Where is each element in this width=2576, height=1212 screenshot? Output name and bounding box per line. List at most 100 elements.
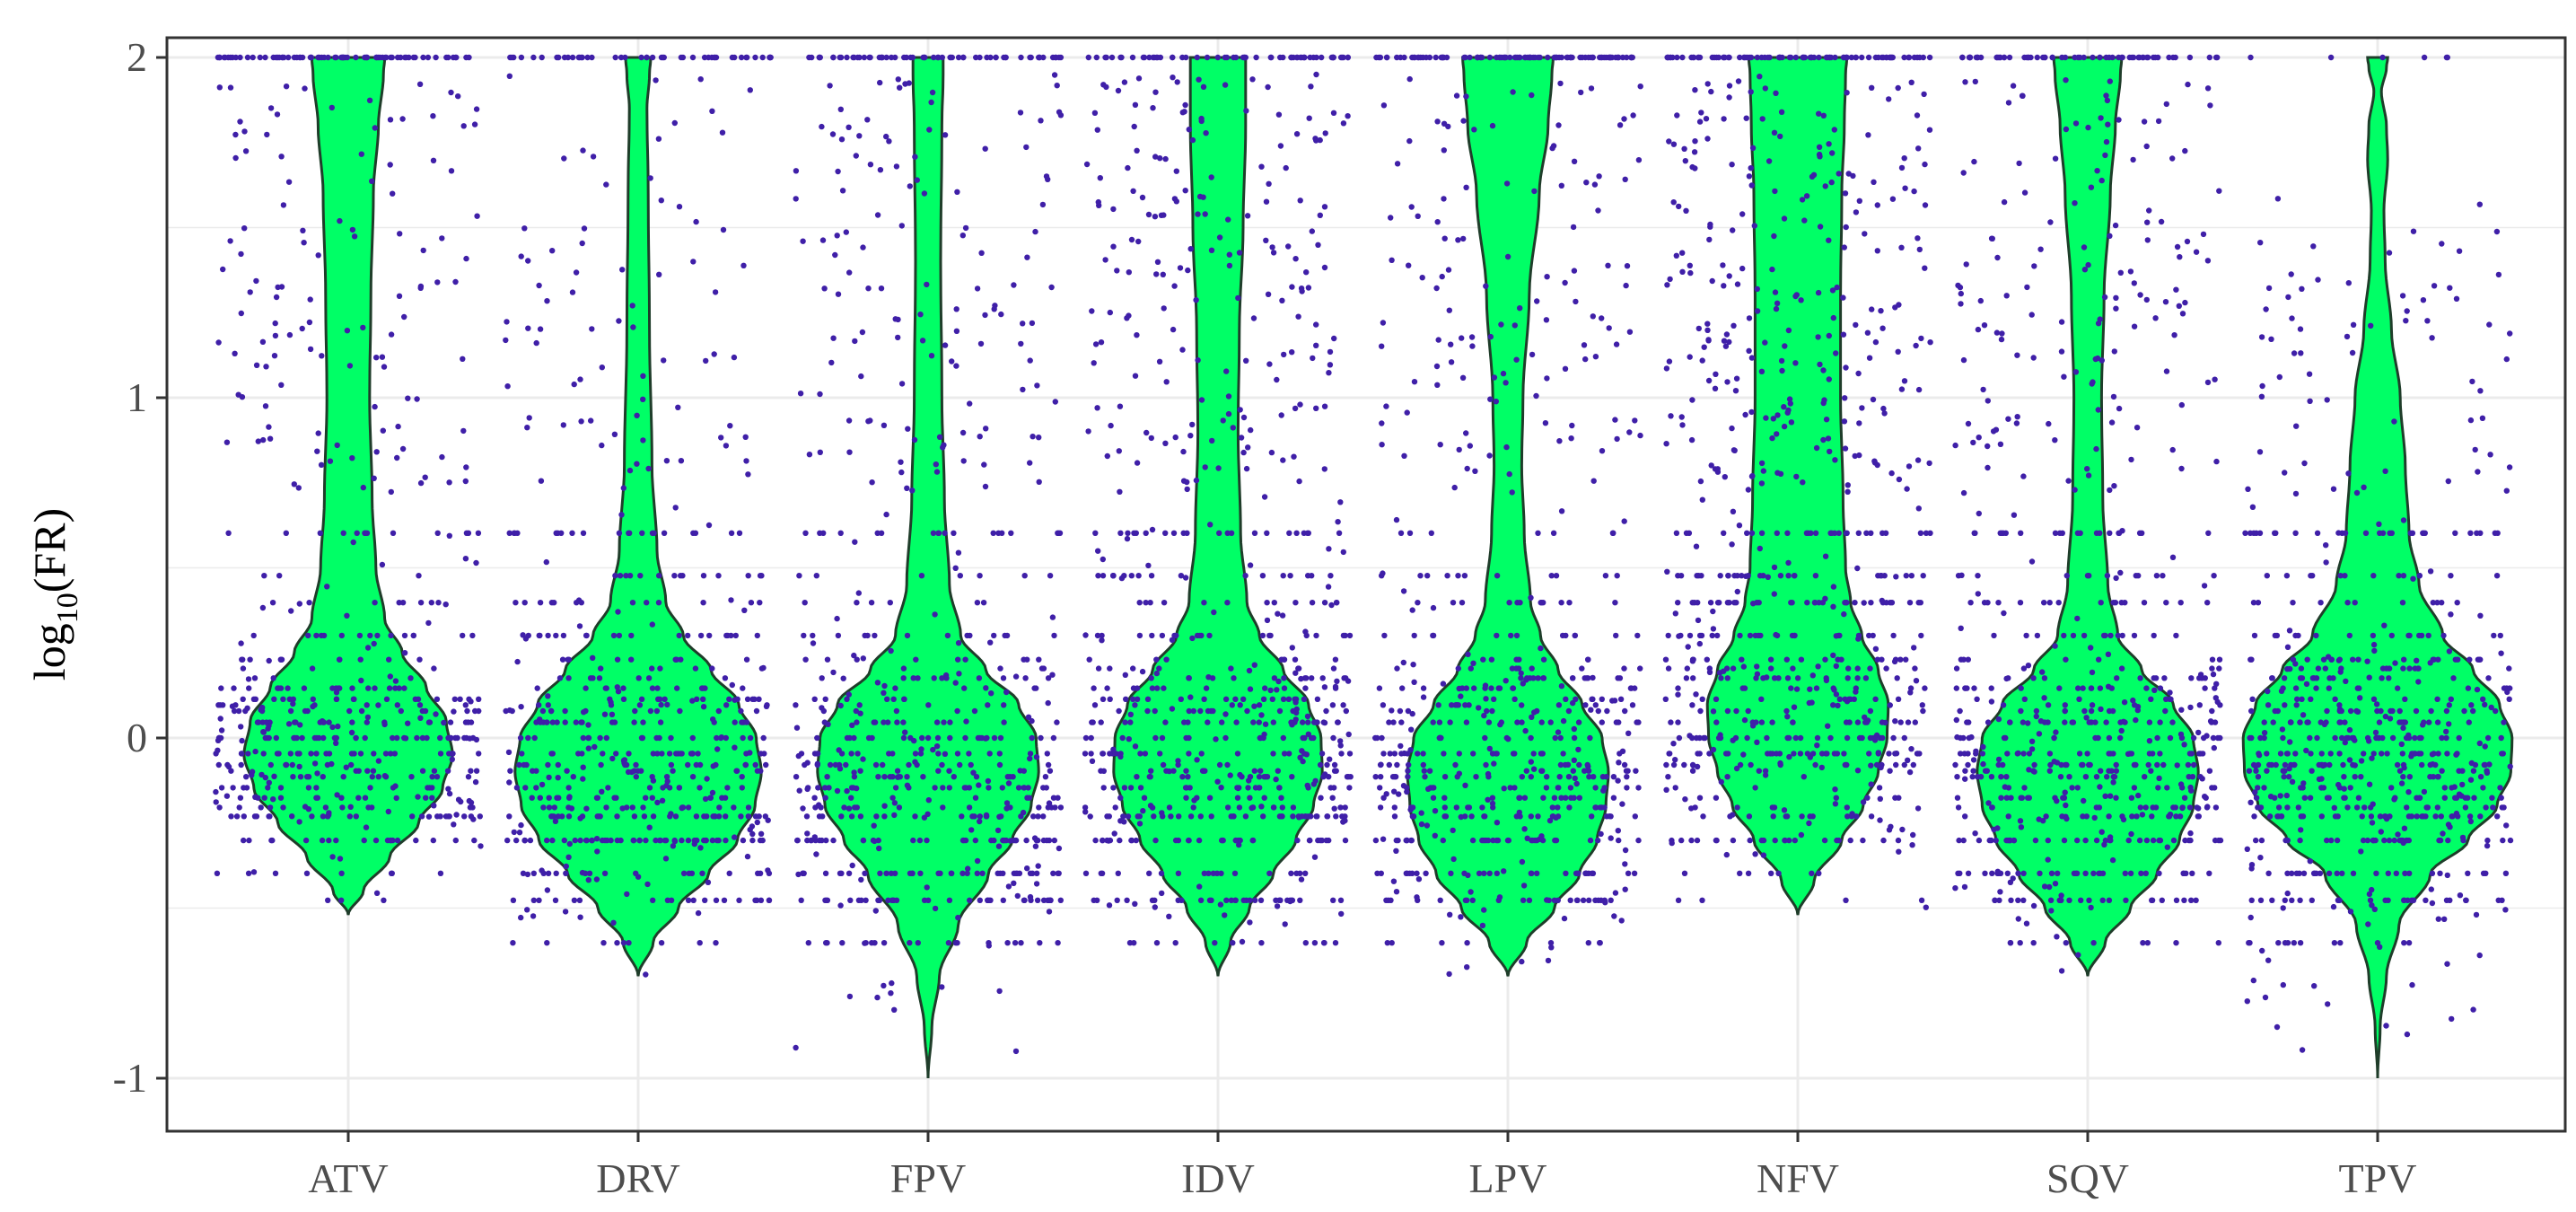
data-point — [2143, 296, 2150, 303]
data-point — [1852, 452, 1858, 460]
data-point — [1747, 632, 1754, 639]
data-point — [1182, 188, 1188, 194]
data-point — [434, 530, 441, 536]
data-point — [1827, 448, 1833, 455]
data-point — [2151, 675, 2157, 681]
data-point — [1028, 897, 1034, 903]
data-point — [1512, 54, 1520, 61]
data-point — [319, 353, 325, 359]
data-point — [1182, 785, 1189, 791]
data-point — [1110, 206, 1117, 213]
data-point — [1579, 54, 1586, 61]
data-point — [1435, 337, 1441, 343]
data-point — [837, 530, 844, 536]
data-point — [857, 710, 863, 716]
data-point — [754, 632, 760, 639]
data-point — [2076, 751, 2083, 757]
data-point — [388, 632, 394, 639]
data-point — [1287, 573, 1293, 579]
data-point — [1085, 54, 1092, 61]
data-point — [740, 837, 747, 844]
data-point — [593, 876, 600, 883]
data-point — [218, 785, 225, 791]
data-point — [1134, 147, 1140, 154]
data-point — [881, 940, 888, 946]
data-point — [230, 785, 236, 791]
data-point — [590, 154, 597, 160]
data-point — [464, 707, 470, 715]
data-point — [2116, 117, 2122, 123]
data-point — [1397, 707, 1404, 715]
data-point — [1769, 751, 1775, 757]
data-point — [912, 751, 919, 757]
data-point — [1001, 702, 1007, 708]
data-point — [1739, 656, 1745, 663]
data-point — [1771, 233, 1777, 240]
data-point — [2131, 280, 2137, 286]
data-point — [843, 761, 849, 768]
data-point — [265, 785, 271, 791]
data-point — [1679, 268, 1686, 275]
data-point — [1869, 306, 1875, 312]
data-point — [1681, 870, 1688, 876]
data-point — [1425, 786, 1432, 792]
data-point — [1386, 719, 1392, 725]
data-point — [2033, 713, 2039, 720]
data-point — [1624, 54, 1630, 61]
data-point — [1406, 262, 1412, 268]
data-point — [2173, 813, 2179, 820]
data-point — [1866, 751, 1872, 757]
data-point — [1344, 774, 1351, 780]
data-point — [369, 774, 375, 780]
data-point — [454, 734, 460, 742]
data-point — [1289, 349, 1295, 356]
data-point — [1773, 90, 1779, 97]
data-point — [1886, 751, 1892, 757]
data-point — [1431, 785, 1437, 791]
data-point — [1481, 870, 1487, 876]
data-point — [594, 795, 600, 801]
data-point — [1682, 158, 1689, 164]
data-point — [239, 737, 245, 744]
data-point — [1634, 632, 1641, 639]
data-point — [650, 777, 657, 784]
data-point — [1529, 92, 1535, 99]
data-point — [1198, 397, 1205, 403]
data-point — [1836, 171, 1842, 177]
data-point — [837, 54, 843, 61]
data-point — [1162, 530, 1169, 536]
data-point — [1733, 707, 1739, 715]
data-point — [1408, 726, 1415, 733]
data-point — [475, 530, 482, 536]
data-point — [1461, 54, 1468, 61]
data-point — [1901, 378, 1908, 384]
data-point — [996, 988, 1003, 995]
data-point — [1575, 746, 1582, 753]
data-point — [1315, 242, 1321, 248]
data-point — [1516, 795, 1522, 801]
data-point — [2090, 870, 2097, 876]
data-point — [1721, 338, 1728, 344]
data-point — [447, 719, 454, 725]
data-point — [918, 734, 925, 742]
data-point — [1905, 757, 1911, 763]
data-point — [468, 768, 474, 774]
data-point — [2156, 837, 2162, 844]
data-point — [1688, 837, 1695, 844]
data-point — [565, 54, 572, 61]
data-point — [1163, 768, 1170, 774]
data-point — [668, 734, 674, 742]
data-point — [2177, 731, 2185, 738]
data-point — [1108, 54, 1116, 61]
data-point — [1419, 275, 1425, 281]
data-point — [1829, 150, 1836, 156]
data-point — [1744, 734, 1750, 742]
data-point — [2088, 904, 2094, 911]
data-point — [1546, 897, 1552, 903]
data-point — [2200, 751, 2206, 757]
data-point — [1816, 54, 1822, 61]
data-point — [1280, 573, 1286, 579]
data-point — [1479, 922, 1486, 929]
data-point — [571, 897, 578, 903]
data-point — [1599, 315, 1605, 321]
